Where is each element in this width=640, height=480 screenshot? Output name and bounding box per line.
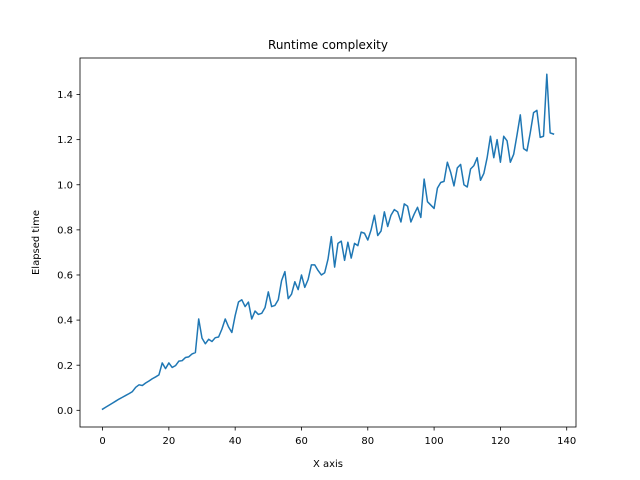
y-axis-label: Elapsed time [31,210,42,275]
x-tick-label: 100 [425,436,444,447]
x-axis-ticks: 0 20 40 60 80 100 120 140 [99,427,576,447]
axes-frame [79,57,577,428]
x-tick-label: 20 [162,436,175,447]
x-tick-label: 40 [229,436,242,447]
y-tick-label: 0.8 [57,225,73,236]
y-tick-label: 0.2 [57,361,73,372]
plot-area [80,58,576,427]
y-tick-label: 0.4 [57,316,73,327]
series-line-0 [101,73,555,411]
y-tick-label: 0.6 [57,271,73,282]
x-tick-label: 80 [361,436,374,447]
x-axis-label: X axis [313,459,343,470]
y-tick-label: 1.4 [57,90,73,101]
x-tick-label: 120 [491,436,510,447]
y-tick-label: 0.0 [57,406,73,417]
y-tick-label: 1.0 [57,180,73,191]
y-tick-label: 1.2 [57,135,73,146]
x-tick-label: 0 [99,436,105,447]
x-tick-label: 60 [295,436,308,447]
x-tick-label: 140 [557,436,576,447]
series-layer [101,73,555,411]
y-axis-ticks: 0.0 0.2 0.4 0.6 0.8 1.0 1.2 1.4 [57,90,80,417]
chart-title: Runtime complexity [268,38,388,52]
